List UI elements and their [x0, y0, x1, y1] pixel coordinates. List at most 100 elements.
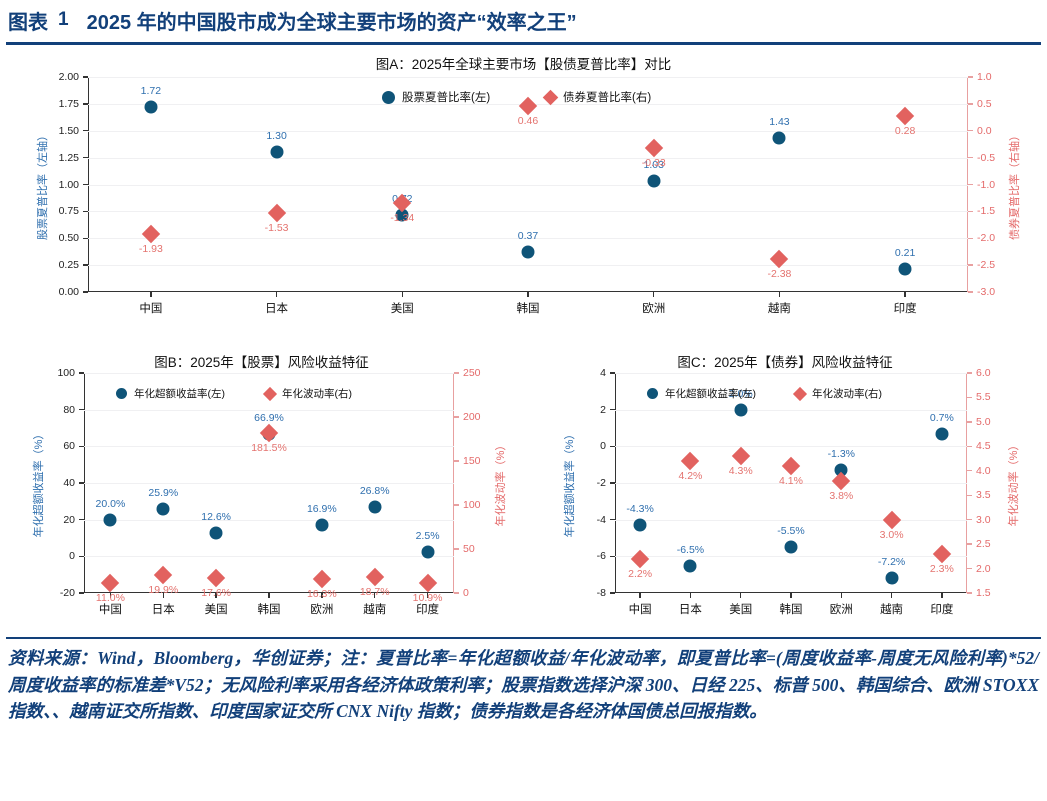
- circle-marker-icon: [116, 388, 127, 399]
- y-axis-right-tick-label: 0.5: [977, 97, 992, 110]
- y-axis-tick: [83, 291, 88, 293]
- y-axis-tick: [83, 156, 88, 159]
- x-axis-tick: [890, 593, 893, 598]
- gridline: [88, 77, 968, 78]
- gridline: [84, 373, 454, 374]
- gridline: [84, 556, 454, 558]
- x-axis-tick: [778, 292, 781, 297]
- chart-b-legend-label-vol: 年化波动率(右): [282, 388, 352, 400]
- circle-marker: [683, 559, 697, 572]
- y-axis-right-tick: [454, 460, 459, 462]
- circle-marker: [103, 513, 117, 527]
- chart-c-ylabel-right: 年化波动率（%）: [1008, 439, 1020, 527]
- data-point-label: 1.30: [266, 130, 287, 143]
- y-axis-right-tick: [967, 518, 972, 521]
- y-axis-right-tick: [967, 543, 972, 545]
- x-axis-tick-label: 越南: [880, 604, 904, 616]
- y-axis-right-tick: [968, 210, 973, 213]
- y-axis-tick-label: 1.00: [58, 178, 79, 191]
- y-axis-tick: [79, 408, 84, 411]
- data-point-label: 16.9%: [306, 503, 337, 516]
- circle-marker: [772, 131, 786, 145]
- y-axis-right-tick-label: 200: [463, 411, 481, 423]
- y-axis-tick: [79, 482, 84, 484]
- y-axis-right-tick-label: 250: [463, 367, 481, 379]
- footer-divider-top: [6, 637, 1041, 639]
- y-axis-right-tick-label: -2.0: [977, 232, 996, 245]
- x-axis-tick-label: 中国: [98, 604, 122, 616]
- circle-marker: [898, 262, 912, 276]
- y-axis-right-tick-label: 4.0: [976, 464, 991, 477]
- circle-marker: [521, 245, 535, 259]
- gridline: [88, 211, 968, 213]
- header-divider: [6, 42, 1041, 45]
- circle-marker: [395, 208, 409, 222]
- circle-marker: [315, 518, 329, 532]
- circle-marker: [633, 518, 647, 532]
- chart-b-title: 图B：2025年【股票】风险收益特征: [154, 355, 369, 370]
- y-axis-tick-label: 80: [63, 403, 75, 416]
- circle-marker: [734, 403, 748, 417]
- x-axis-tick-label: 中国: [139, 303, 163, 315]
- data-point-label: -1.93: [138, 243, 163, 256]
- y-axis-tick-label: 4: [600, 367, 606, 379]
- x-axis-tick-label: 日本: [151, 604, 175, 616]
- y-axis-tick: [83, 130, 88, 132]
- x-axis-tick: [268, 593, 270, 598]
- data-point-label: 0.46: [517, 115, 539, 128]
- y-axis-right-tick: [968, 183, 973, 186]
- x-axis-tick-label: 欧洲: [642, 303, 666, 315]
- gridline: [88, 130, 968, 132]
- y-axis-right-tick-label: 2.5: [976, 538, 991, 551]
- data-point-label: 18.7%: [359, 585, 390, 598]
- y-axis-right-tick-label: 1.5: [976, 587, 991, 599]
- x-axis-tick: [527, 292, 529, 297]
- y-axis-tick: [83, 210, 88, 213]
- y-axis-right-tick: [967, 445, 972, 448]
- data-point-label: -5.5%: [777, 525, 805, 538]
- x-axis-tick-label: 欧洲: [829, 604, 853, 616]
- y-axis-tick-label: 20: [63, 513, 75, 526]
- x-axis-tick: [374, 593, 376, 598]
- y-axis-tick-label: -8: [596, 587, 606, 599]
- gridline: [88, 238, 968, 240]
- gridline: [615, 519, 967, 521]
- x-axis-tick-label: 日本: [678, 604, 702, 616]
- data-point-label: 2.2%: [628, 567, 653, 580]
- figure-header: 图表 1 2025 年的中国股市成为全球主要市场的资产“效率之王”: [0, 0, 1047, 40]
- y-axis-tick: [79, 372, 84, 374]
- gridline: [88, 265, 968, 267]
- y-axis-tick-label: 100: [57, 367, 75, 379]
- gridline: [88, 157, 968, 159]
- y-axis-right-tick-label: -1.0: [977, 178, 996, 191]
- y-axis-right-tick: [967, 421, 972, 423]
- data-point-label: 11.0%: [95, 592, 125, 605]
- y-axis-tick-label: 0.75: [58, 205, 79, 218]
- data-point-label: 10.9%: [412, 592, 443, 605]
- y-axis-tick: [83, 76, 88, 78]
- data-point-label: 0.21: [894, 247, 916, 260]
- x-axis-tick-label: 韩国: [257, 604, 281, 616]
- y-axis-tick-label: 1.75: [58, 97, 79, 110]
- circle-marker: [935, 427, 949, 440]
- x-axis-tick: [426, 593, 429, 598]
- y-axis-right-tick: [967, 592, 972, 594]
- data-point-label: 4.1%: [779, 474, 803, 487]
- y-axis-tick: [83, 237, 88, 239]
- circle-marker: [647, 174, 661, 188]
- y-axis-right-tick-label: 1.0: [977, 71, 992, 83]
- x-axis-tick: [275, 292, 278, 297]
- y-axis-right-tick: [968, 130, 973, 132]
- data-point-label: 25.9%: [148, 486, 179, 499]
- data-point-label: 0.7%: [929, 411, 954, 424]
- x-axis-tick-label: 美国: [729, 604, 753, 616]
- y-axis-right-tick: [968, 156, 973, 159]
- chart-b-legend-item-excess: 年化超额收益率(左): [116, 386, 225, 401]
- y-axis-right-tick-label: 5.0: [976, 415, 991, 428]
- chart-a-legend-label-bond: 债券夏普比率(右): [563, 92, 652, 104]
- x-axis-tick-label: 欧洲: [310, 604, 334, 616]
- x-axis-tick-label: 中国: [628, 604, 652, 616]
- data-point-label: 2.0%: [728, 387, 753, 400]
- x-axis-tick: [109, 593, 112, 598]
- y-axis-right-tick-label: 5.5: [976, 391, 991, 404]
